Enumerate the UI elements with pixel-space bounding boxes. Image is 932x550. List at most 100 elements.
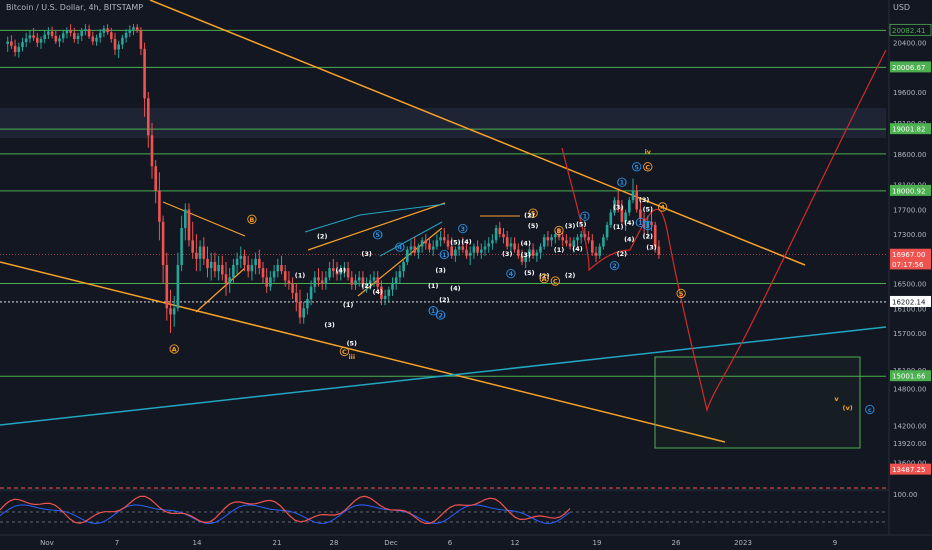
- candle: [598, 243, 601, 259]
- candle: [631, 178, 635, 204]
- candle: [417, 243, 420, 259]
- candle-body: [58, 38, 61, 42]
- candle: [509, 237, 513, 253]
- wave-label-50: C: [645, 163, 650, 171]
- wave-segment-blue-1: [304, 203, 446, 233]
- oscillator-tick: 100.00: [893, 491, 918, 499]
- candle: [587, 231, 590, 244]
- candle-body: [332, 268, 335, 272]
- wave-label-10: (3): [361, 250, 371, 258]
- wave-label-circle-36: [550, 276, 560, 286]
- wave-label-37: B: [557, 227, 562, 235]
- candle-body: [24, 38, 28, 43]
- candle-body: [139, 30, 143, 49]
- candle-body: [413, 246, 416, 253]
- wave-label-27: (5): [528, 222, 538, 230]
- candle: [561, 231, 564, 247]
- candle: [128, 25, 132, 38]
- price-label-box-7: [890, 370, 931, 382]
- candle: [439, 231, 442, 247]
- candle-body: [165, 265, 169, 309]
- candle-body: [424, 240, 428, 244]
- wave-label-55: (4): [624, 219, 634, 227]
- candle-body: [50, 31, 54, 36]
- candle-body: [472, 246, 476, 253]
- candle-body: [435, 240, 439, 247]
- price-label-4: 16967.00: [892, 251, 925, 259]
- candle: [221, 255, 224, 281]
- candle: [161, 215, 165, 284]
- wave-label-11: (5): [372, 231, 382, 239]
- candle: [550, 234, 553, 247]
- candle-body: [428, 243, 431, 250]
- candle-body: [176, 265, 180, 309]
- price-tick-13: 13920.00: [893, 440, 926, 448]
- candle-body: [335, 271, 339, 275]
- wave-label-circle-49: [632, 162, 642, 172]
- candle-body: [280, 265, 283, 272]
- candle-body: [357, 277, 361, 281]
- price-label-2: 19001.82: [892, 126, 925, 134]
- candle-body: [117, 44, 120, 50]
- wave-label-23: (5): [450, 239, 460, 247]
- candle: [61, 29, 65, 43]
- candle-body: [110, 32, 113, 39]
- time-tick-8: 19: [593, 539, 602, 547]
- candle: [583, 227, 587, 241]
- wave-segment-blue-2: [379, 221, 443, 257]
- candle-body: [446, 240, 450, 247]
- candle: [206, 246, 209, 278]
- wave-segment-4: [357, 227, 443, 297]
- candle: [461, 237, 465, 253]
- candle: [409, 240, 413, 256]
- candle: [147, 92, 150, 148]
- candle-body: [639, 209, 642, 219]
- candle-body: [487, 243, 490, 247]
- candle-body: [383, 295, 387, 299]
- candle: [80, 27, 83, 41]
- wave-label-32: (3): [520, 251, 530, 259]
- candle-body: [461, 246, 465, 250]
- wave-label-56: (1): [635, 219, 645, 227]
- candle: [657, 240, 661, 259]
- candle-body: [235, 258, 239, 266]
- candle: [209, 252, 213, 281]
- candle-body: [154, 166, 157, 191]
- candle: [380, 280, 383, 306]
- candle: [213, 252, 217, 278]
- wave-label-circle-63: [865, 404, 875, 415]
- wave-label-1: B: [249, 216, 254, 224]
- price-tick-5: 17700.00: [893, 206, 926, 214]
- candle: [624, 209, 627, 232]
- candle: [428, 237, 431, 253]
- candle-body: [528, 249, 531, 256]
- candle: [135, 24, 139, 33]
- candle: [346, 261, 350, 281]
- price-label-5: 07:17:56: [892, 261, 924, 269]
- candle: [391, 277, 394, 296]
- candle-body: [535, 252, 539, 256]
- candle: [36, 32, 39, 48]
- wave-label-15: (1): [428, 307, 438, 315]
- candle-body: [302, 308, 305, 318]
- candle: [372, 271, 376, 287]
- wave-label-14: (4): [372, 288, 382, 296]
- candle: [535, 249, 539, 262]
- candle: [287, 271, 291, 290]
- wave-segment-3: [307, 202, 446, 251]
- candle-body: [346, 268, 350, 278]
- wave-label-circle-1: [247, 214, 257, 224]
- candle-body: [439, 237, 442, 241]
- candle-body: [287, 280, 291, 284]
- candle-body: [583, 234, 587, 238]
- wave-label-48: (1): [617, 179, 627, 187]
- candle: [476, 240, 479, 256]
- candle: [195, 234, 198, 272]
- wave-label-6: (3): [324, 321, 334, 329]
- candle-body: [531, 249, 535, 256]
- candle-body: [324, 277, 328, 284]
- candle: [98, 29, 102, 43]
- candle-body: [32, 35, 35, 38]
- price-label-box-1: [890, 61, 931, 73]
